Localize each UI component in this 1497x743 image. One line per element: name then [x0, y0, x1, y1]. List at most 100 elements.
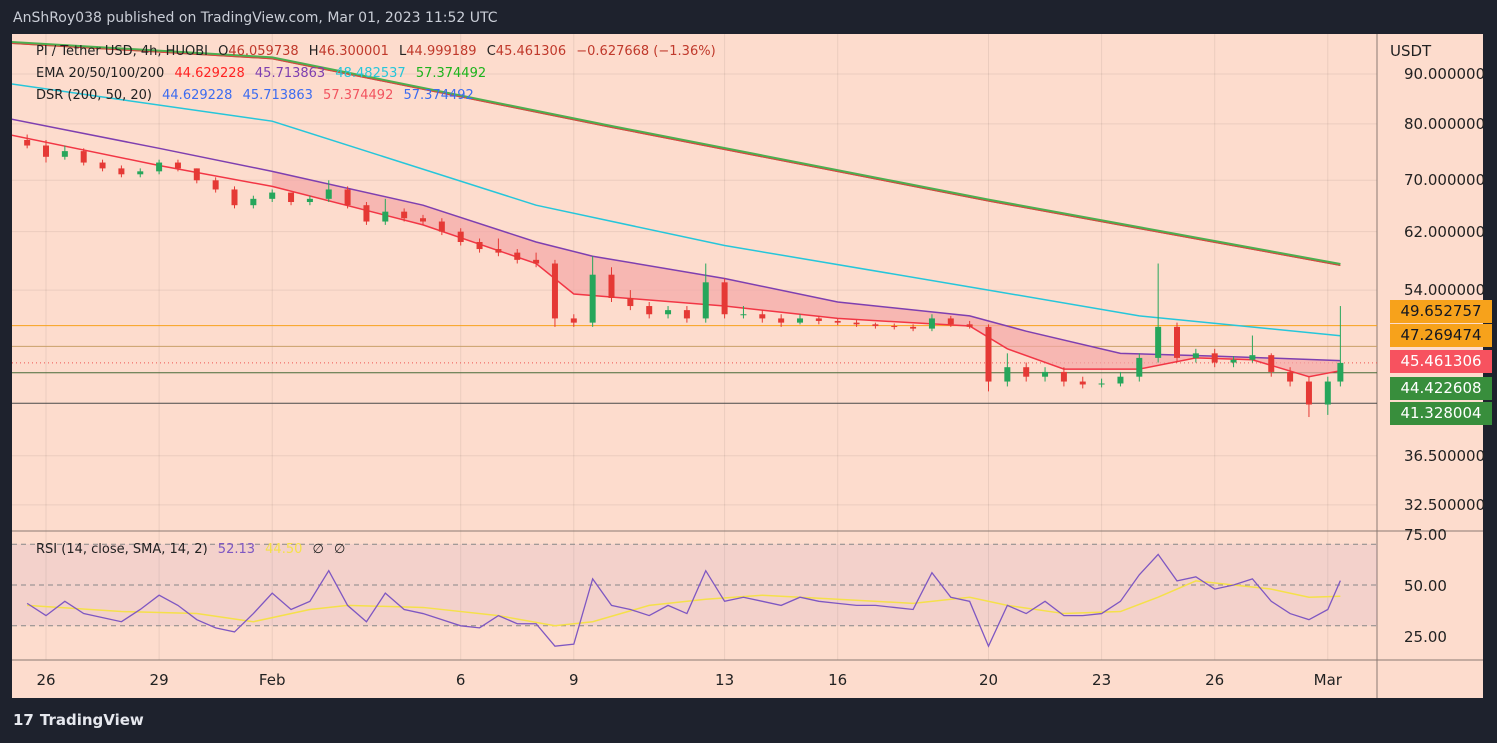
ema50-value: 45.713863 — [254, 66, 326, 81]
candle-body — [570, 318, 577, 323]
legend-symbol-row: PI / Tether USD, 4h, HUOBI O46.059738 H4… — [36, 44, 722, 59]
candle-body — [1230, 359, 1237, 363]
dsr-value-2: 45.713863 — [242, 88, 313, 103]
open-label: O — [218, 44, 229, 59]
rsi-tick-label: 50.00 — [1404, 577, 1447, 595]
candle-body — [212, 180, 219, 190]
candle-body — [1098, 383, 1105, 385]
tv-logo-icon: 𝟭𝟳 — [13, 711, 34, 729]
candle-body — [683, 310, 690, 319]
rsi-tick-label: 75.00 — [1404, 526, 1447, 544]
time-tick-label: 6 — [456, 671, 466, 689]
candle-body — [193, 168, 200, 181]
candle-body — [325, 189, 332, 199]
candle-body — [533, 259, 540, 264]
time-tick-label: 9 — [569, 671, 579, 689]
dsr-value-4: 57.374492 — [403, 88, 474, 103]
candle-body — [891, 326, 898, 328]
open-value: 46.059738 — [228, 44, 299, 59]
change-value: −0.627668 (−1.36%) — [576, 44, 716, 59]
candle-body — [80, 151, 87, 163]
candle-body — [476, 242, 483, 250]
candle-body — [759, 314, 766, 319]
candle-body — [1155, 326, 1162, 358]
candle-body — [665, 310, 672, 315]
candle-body — [1249, 355, 1256, 360]
chart-panel[interactable]: 26 29 Feb 6 9 13 16 20 23 26 Mar 75.00 50.00 25.00 PI… — [12, 34, 1492, 698]
time-tick-label: 13 — [715, 671, 734, 689]
candle-body — [966, 324, 973, 327]
time-tick-label: Mar — [1314, 671, 1343, 689]
candle-body — [1211, 353, 1218, 363]
candle-body — [382, 211, 389, 222]
candle-body — [797, 318, 803, 323]
price-tick-label: 80.000000 — [1404, 114, 1486, 133]
candle-body — [1192, 353, 1199, 358]
chart-canvas[interactable]: 26 29 Feb 6 9 13 16 20 23 26 Mar 75.00 50.00 25.00 — [12, 34, 1483, 698]
rsi-ma-value: 44.50 — [265, 542, 303, 557]
ema20-value: 44.629228 — [174, 66, 245, 81]
high-label: H — [308, 44, 319, 59]
price-label: 41.328004 — [1390, 402, 1492, 425]
candle-body — [646, 306, 653, 315]
price-tick-label: 90.000000 — [1404, 65, 1486, 83]
candle-body — [702, 282, 709, 319]
legend-dsr-row[interactable]: DSR (200, 50, 20) 44.629228 45.713863 57… — [36, 88, 480, 103]
ohlc-close: C45.461306 — [487, 44, 566, 59]
candle-body — [99, 162, 106, 169]
candle-body — [1287, 371, 1294, 382]
logo-text: TradingView — [39, 711, 144, 729]
candle-body — [61, 151, 68, 157]
candle-body — [401, 211, 408, 219]
price-label: 47.269474 — [1390, 324, 1492, 347]
candle-body — [1060, 371, 1067, 382]
time-tick-label: 26 — [1205, 671, 1224, 689]
candle-body — [420, 218, 426, 222]
ema-line-ema100 — [12, 83, 1341, 337]
price-tick-label: 36.500000 — [1404, 446, 1486, 465]
ema200-value: 57.374492 — [415, 66, 487, 81]
dsr-label: DSR (200, 50, 20) — [36, 88, 152, 103]
rsi-label: RSI (14, close, SMA, 14, 2) — [36, 542, 208, 557]
candle-body — [551, 263, 558, 319]
candle-body — [910, 326, 917, 329]
ohlc-low: L44.999189 — [399, 44, 477, 59]
price-tick-label: 70.000000 — [1404, 171, 1486, 190]
candle-body — [174, 162, 181, 169]
price-label: 49.652757 — [1390, 300, 1492, 323]
candle-body — [250, 198, 257, 206]
tradingview-logo[interactable]: 𝟭𝟳 TradingView — [13, 711, 144, 729]
dsr-value-3: 57.374492 — [323, 88, 394, 103]
time-tick-label: 23 — [1092, 671, 1111, 689]
candle-body — [363, 205, 370, 222]
candle-body — [1268, 355, 1275, 372]
candle-body — [721, 282, 728, 315]
low-value: 44.999189 — [406, 44, 477, 59]
close-value: 45.461306 — [495, 44, 567, 59]
candle-body — [1136, 357, 1143, 377]
candle-body — [589, 274, 596, 323]
legend-rsi-row[interactable]: RSI (14, close, SMA, 14, 2) 52.13 44.50 … — [36, 542, 351, 557]
ema-line-ema200 — [12, 41, 1341, 266]
candle-body — [1324, 381, 1331, 405]
candle-body — [231, 189, 238, 206]
candle-body — [872, 324, 879, 327]
legend-ema-row[interactable]: EMA 20/50/100/200 44.629228 45.713863 48… — [36, 66, 492, 81]
candle-body — [608, 274, 615, 298]
price-tick-label: 32.500000 — [1404, 495, 1486, 514]
close-label: C — [486, 44, 496, 59]
rsi-extra-1: ∅ — [312, 542, 324, 557]
candle-body — [457, 231, 464, 243]
candle-body — [1305, 381, 1312, 405]
candle-body — [778, 318, 785, 323]
candle-body — [815, 318, 822, 321]
high-value: 46.300001 — [318, 44, 389, 59]
candle-body — [627, 297, 634, 307]
time-tick-label: Feb — [259, 671, 286, 689]
symbol-info[interactable]: PI / Tether USD, 4h, HUOBI — [36, 44, 208, 59]
candle-body — [137, 171, 144, 175]
rsi-tick-label: 25.00 — [1404, 628, 1447, 646]
candle-body — [985, 326, 992, 382]
candle-body — [514, 252, 521, 260]
price-tick-label: 54.000000 — [1404, 281, 1486, 300]
